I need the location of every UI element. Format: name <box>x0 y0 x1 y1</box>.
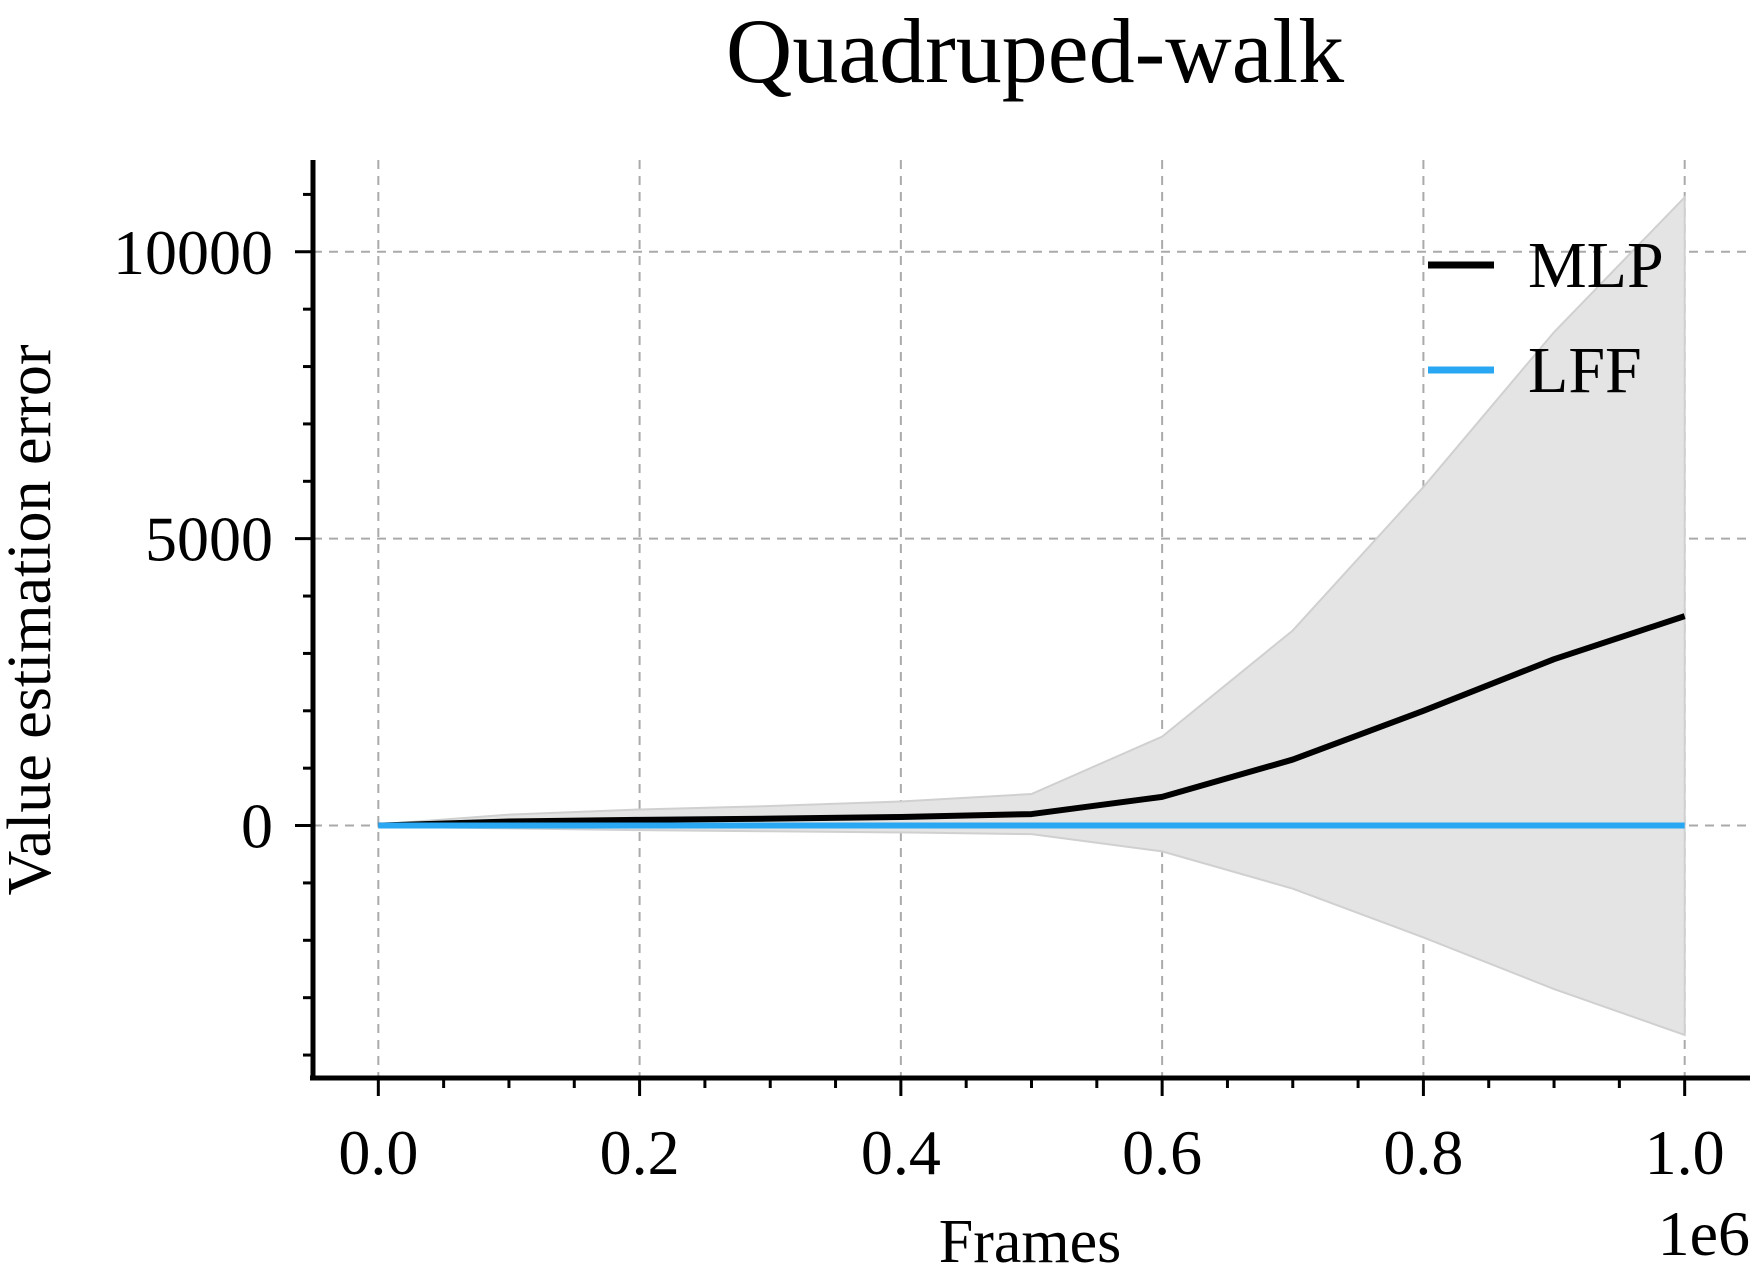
x-ticks: 0.0 0.2 0.4 0.6 0.8 1.0 <box>338 1078 1725 1188</box>
x-tick-label-3: 0.6 <box>1122 1117 1202 1188</box>
x-offset-label: 1e6 <box>1658 1198 1750 1269</box>
x-tick-label-2: 0.4 <box>861 1117 941 1188</box>
legend-label-lff: LFF <box>1528 334 1642 407</box>
series-lines <box>378 613 1686 829</box>
confidence-bands <box>377 194 1686 1037</box>
x-tick-label-4: 0.8 <box>1383 1117 1463 1188</box>
y-tick-label-0: 0 <box>241 791 273 862</box>
x-tick-label-1: 0.2 <box>600 1117 680 1188</box>
series-line-mlp <box>378 613 1686 829</box>
x-tick-label-5: 1.0 <box>1645 1117 1725 1188</box>
legend-label-mlp: MLP <box>1528 229 1664 302</box>
y-tick-label-1: 5000 <box>145 504 273 575</box>
y-tick-label-2: 10000 <box>113 217 273 288</box>
legend: MLP LFF <box>1428 229 1664 407</box>
y-ticks: 0 5000 10000 <box>113 192 313 1057</box>
x-axis-label: Frames <box>939 1208 1122 1272</box>
band-mlp <box>377 194 1686 1037</box>
x-tick-label-0: 0.0 <box>338 1117 418 1188</box>
y-axis-label: Value estimation error <box>0 344 64 895</box>
chart-title: Quadruped-walk <box>726 0 1344 102</box>
